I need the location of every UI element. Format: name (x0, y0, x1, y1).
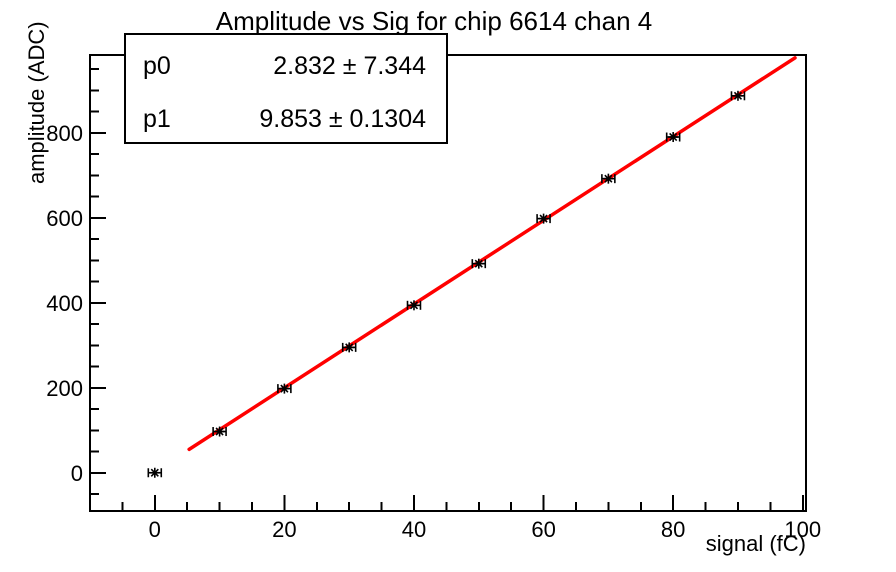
y-tick-labels: 0 200 400 600 800 (46, 121, 83, 486)
y-axis-title: amplitude (ADC) (24, 21, 49, 184)
data-point (730, 90, 746, 101)
x-axis-title: signal (fC) (705, 531, 806, 556)
data-point (601, 173, 616, 184)
data-point (341, 342, 357, 353)
svg-text:80: 80 (661, 517, 685, 542)
svg-text:600: 600 (46, 206, 83, 231)
data-points (147, 90, 746, 478)
data-point (665, 132, 681, 143)
data-point (406, 300, 422, 311)
x-tick-labels: 0 20 40 60 80 100 (149, 517, 821, 542)
chart-title: Amplitude vs Sig for chip 6614 chan 4 (215, 6, 653, 36)
svg-text:400: 400 (46, 291, 83, 316)
svg-text:0: 0 (149, 517, 161, 542)
param-name-p0: p0 (143, 52, 171, 80)
param-value-p1: 9.853 ± 0.1304 (259, 105, 426, 133)
x-axis-ticks (89, 495, 804, 511)
svg-text:800: 800 (46, 121, 83, 146)
fit-stats-box: p0 2.832 ± 7.344 p1 9.853 ± 0.1304 (124, 33, 448, 144)
stats-row-p1: p1 9.853 ± 0.1304 (126, 93, 446, 146)
data-point (536, 213, 551, 224)
stats-row-p0: p0 2.832 ± 7.344 (126, 40, 446, 93)
data-point (147, 467, 163, 478)
param-name-p1: p1 (143, 105, 171, 133)
param-value-p0: 2.832 ± 7.344 (273, 52, 426, 80)
svg-text:60: 60 (531, 517, 555, 542)
data-point (277, 383, 292, 394)
svg-text:20: 20 (272, 517, 296, 542)
fit-line (187, 56, 797, 452)
data-point (212, 426, 227, 437)
y-axis-ticks (90, 68, 106, 496)
svg-text:0: 0 (71, 461, 83, 486)
data-point (471, 258, 487, 269)
svg-text:40: 40 (402, 517, 426, 542)
plot-frame (89, 54, 807, 512)
svg-text:200: 200 (46, 376, 83, 401)
svg-text:100: 100 (784, 517, 821, 542)
